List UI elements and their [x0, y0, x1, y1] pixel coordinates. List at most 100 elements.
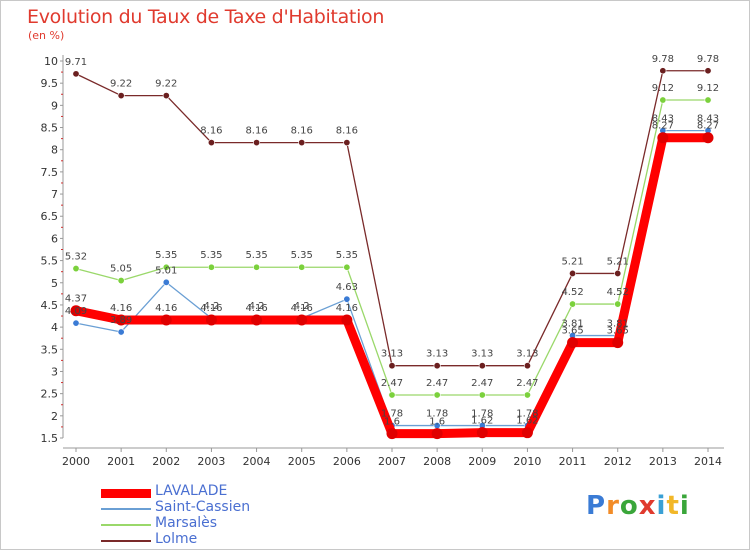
data-label: 8.16	[291, 126, 313, 137]
data-point	[251, 314, 263, 326]
data-point	[569, 300, 577, 308]
x-tick-label: 2005	[288, 455, 316, 468]
data-label: 5.35	[155, 250, 177, 261]
x-tick-label: 2011	[559, 455, 587, 468]
logo-letter: i	[656, 491, 667, 521]
logo-letter: i	[679, 491, 690, 521]
data-point	[117, 92, 125, 100]
data-point	[343, 263, 351, 271]
y-tick-label: 7	[51, 188, 58, 201]
data-point	[115, 314, 127, 326]
legend-label: Lolme	[155, 531, 198, 547]
data-label: 9.22	[155, 79, 177, 90]
data-point	[72, 319, 80, 327]
data-label: 9.22	[110, 79, 132, 90]
data-point	[612, 337, 624, 349]
data-point	[386, 428, 398, 440]
data-label: 4.2	[294, 301, 310, 312]
data-point	[72, 70, 80, 78]
data-point	[298, 263, 306, 271]
data-point	[523, 362, 531, 370]
data-point	[476, 427, 488, 439]
x-tick-label: 2012	[604, 455, 632, 468]
data-label: 4.2	[249, 301, 265, 312]
data-point	[433, 391, 441, 399]
data-point	[72, 265, 80, 273]
data-point	[478, 362, 486, 370]
data-point	[659, 67, 667, 75]
data-point	[704, 96, 712, 104]
logo-letter: P	[586, 491, 607, 521]
data-label: 8.27	[652, 121, 674, 132]
data-label: 5.35	[336, 250, 358, 261]
y-tick-label: 10	[44, 55, 58, 68]
data-label: 9.12	[697, 83, 719, 94]
data-point	[207, 139, 215, 147]
data-point	[253, 263, 261, 271]
data-label: 4.16	[291, 303, 313, 314]
y-tick-label: 4.5	[41, 299, 59, 312]
data-label: 4.52	[607, 287, 629, 298]
data-point	[117, 277, 125, 285]
logo-letter: x	[638, 491, 657, 521]
y-tick-label: 4	[51, 321, 58, 334]
legend-swatch	[101, 524, 151, 526]
data-label: 5.21	[607, 256, 629, 267]
legend-swatch	[101, 540, 151, 542]
x-tick-label: 2006	[333, 455, 361, 468]
data-label: 4.16	[110, 303, 132, 314]
data-point	[70, 305, 82, 317]
data-label: 2.47	[426, 378, 448, 389]
y-tick-label: 7.5	[41, 166, 59, 179]
data-label: 8.43	[652, 114, 674, 125]
data-label: 3.65	[607, 326, 629, 337]
x-tick-label: 2009	[468, 455, 496, 468]
x-tick-label: 2008	[423, 455, 451, 468]
data-point	[523, 391, 531, 399]
data-point	[431, 428, 443, 440]
data-label: 5.35	[200, 250, 222, 261]
y-tick-label: 5	[51, 277, 58, 290]
data-label: 4.16	[336, 303, 358, 314]
data-label: 8.43	[697, 114, 719, 125]
data-label: 2.47	[516, 378, 538, 389]
data-point	[704, 67, 712, 75]
data-label: 1.62	[471, 416, 493, 427]
y-tick-label: 2.5	[41, 388, 59, 401]
data-label: 3.13	[516, 349, 538, 360]
data-label: 3.13	[426, 349, 448, 360]
chart-title: Evolution du Taux de Taxe d'Habitation	[27, 6, 385, 28]
data-label: 9.71	[65, 57, 87, 68]
data-label: 2.47	[471, 378, 493, 389]
data-label: 1.78	[471, 409, 493, 420]
logo-letter: t	[666, 491, 680, 521]
data-label: 4.63	[336, 282, 358, 293]
data-label: 3.13	[471, 349, 493, 360]
data-label: 9.12	[652, 83, 674, 94]
data-point	[343, 139, 351, 147]
data-label: 5.01	[155, 265, 177, 276]
data-point	[702, 132, 714, 144]
legend-swatch	[101, 508, 151, 510]
x-tick-label: 2004	[243, 455, 271, 468]
proxiti-logo: Proxiti	[586, 491, 690, 521]
y-tick-label: 8.5	[41, 122, 59, 135]
legend-label: Saint-Cassien	[155, 499, 251, 515]
x-tick-label: 2000	[62, 455, 90, 468]
data-label: 3.89	[110, 315, 132, 326]
data-point	[433, 362, 441, 370]
x-tick-label: 2010	[513, 455, 541, 468]
data-label: 4.16	[200, 303, 222, 314]
legend-swatch	[101, 488, 151, 498]
x-tick-label: 2002	[152, 455, 180, 468]
data-label: 4.16	[245, 303, 267, 314]
data-label: 8.16	[245, 126, 267, 137]
data-point	[253, 139, 261, 147]
data-point	[207, 263, 215, 271]
data-point	[657, 132, 669, 144]
logo-letter: o	[619, 491, 639, 521]
data-point	[205, 314, 217, 326]
y-tick-label: 8	[51, 144, 58, 157]
x-tick-label: 2001	[107, 455, 135, 468]
data-point	[478, 391, 486, 399]
